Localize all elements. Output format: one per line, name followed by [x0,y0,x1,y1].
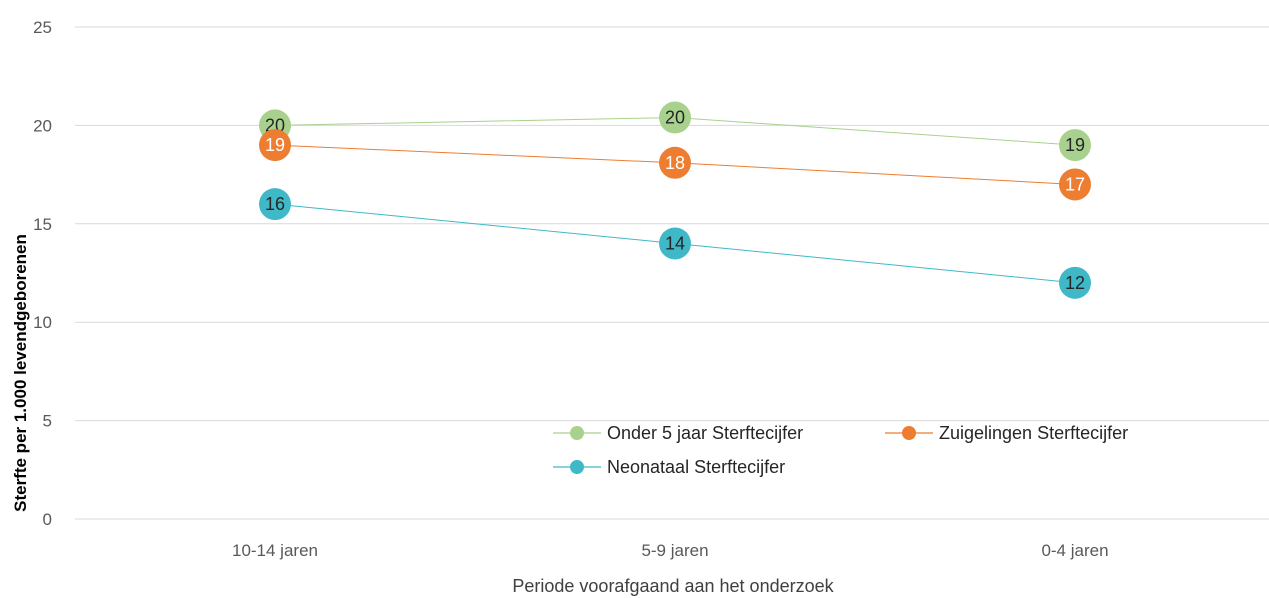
y-tick-label: 20 [33,116,52,135]
legend-label: Zuigelingen Sterftecijfer [939,423,1128,443]
x-tick-label: 10-14 jaren [232,541,318,560]
legend-item: Neonataal Sterftecijfer [553,457,785,477]
data-label: 14 [665,233,685,253]
data-point [1059,168,1091,201]
legend-marker [570,426,584,440]
x-tick-label: 5-9 jaren [641,541,708,560]
y-tick-label: 5 [43,412,52,431]
series-3: 16 14 12 [259,188,1091,299]
legend-marker [570,460,584,474]
y-tick-label: 0 [43,510,52,529]
data-point [659,227,691,260]
data-point [659,101,691,134]
data-label: 12 [1065,273,1085,293]
legend-label: Neonataal Sterftecijfer [607,457,785,477]
gridlines [75,26,1269,520]
series-2: 19 18 17 [259,129,1091,201]
legend-label: Onder 5 jaar Sterftecijfer [607,423,803,443]
x-tick-label: 0-4 jaren [1041,541,1108,560]
data-point [259,188,291,221]
legend-item: Zuigelingen Sterftecijfer [885,423,1128,443]
x-axis-ticks: 10-14 jaren 5-9 jaren 0-4 jaren [232,541,1109,560]
y-tick-label: 25 [33,18,52,37]
data-point [1059,266,1091,299]
legend: Onder 5 jaar Sterftecijfer Zuigelingen St… [553,423,1128,477]
data-label: 19 [265,135,285,155]
y-tick-label: 15 [33,215,52,234]
data-label: 18 [665,153,685,173]
y-axis-title: Sterfte per 1.000 levendgeborenen [11,234,30,512]
data-point [659,146,691,179]
data-label: 20 [665,108,685,128]
data-point [259,129,291,162]
data-point [1059,129,1091,162]
x-axis-title: Periode voorafgaand aan het onderzoek [512,576,834,596]
legend-marker [902,426,916,440]
data-label: 17 [1065,174,1085,194]
y-tick-label: 10 [33,313,52,332]
data-label: 19 [1065,135,1085,155]
legend-item: Onder 5 jaar Sterftecijfer [553,423,803,443]
data-label: 16 [265,194,285,214]
y-axis-ticks: 0 5 10 15 20 25 [33,18,52,529]
